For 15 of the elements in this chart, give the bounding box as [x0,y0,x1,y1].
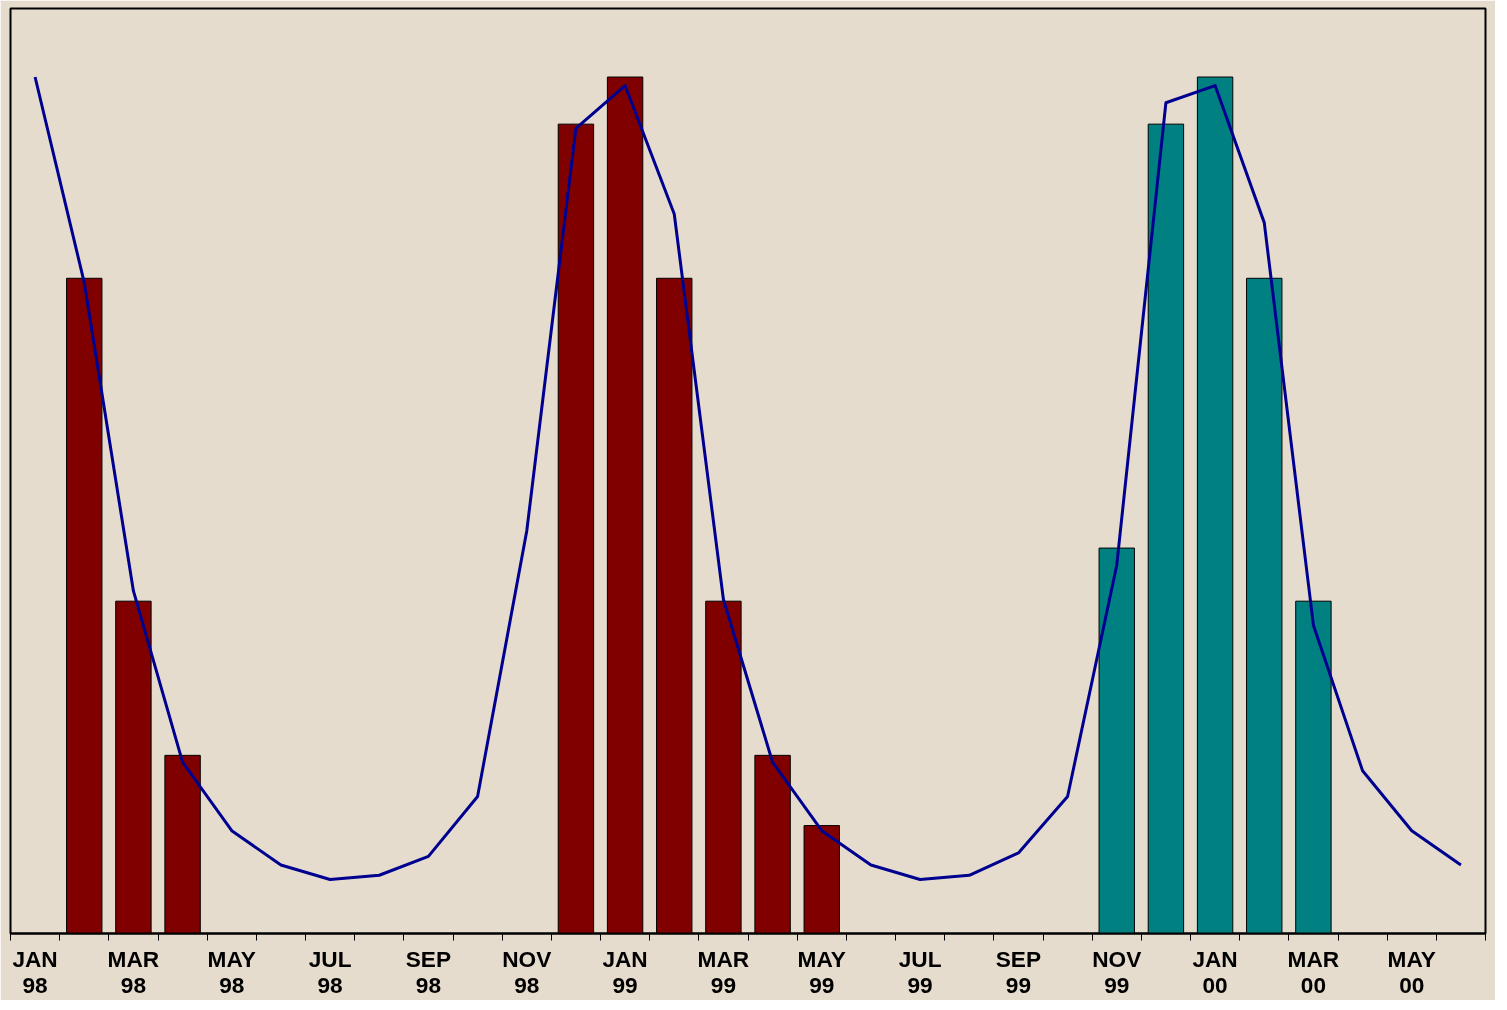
x-tick-label: MAR 99 [697,945,750,998]
x-tick-label: MAR 00 [1287,945,1340,998]
x-tick-label: MAY 98 [207,945,256,998]
x-tick-label: JAN 00 [1192,945,1238,998]
x-tick-label: NOV 98 [502,945,552,998]
x-tick-label: SEP 99 [995,945,1042,998]
x-tick-label: MAY 00 [1387,945,1436,998]
x-tick-label: JAN 99 [602,945,648,998]
x-tick-label: JUL 99 [898,945,942,998]
x-tick-label: MAY 99 [797,945,846,998]
x-tick-label: MAR 98 [107,945,160,998]
x-tick-label: JAN 98 [12,945,58,998]
x-tick-label: JUL 98 [308,945,352,998]
x-tick-label: NOV 99 [1092,945,1142,998]
x-tick-label: SEP 98 [405,945,452,998]
